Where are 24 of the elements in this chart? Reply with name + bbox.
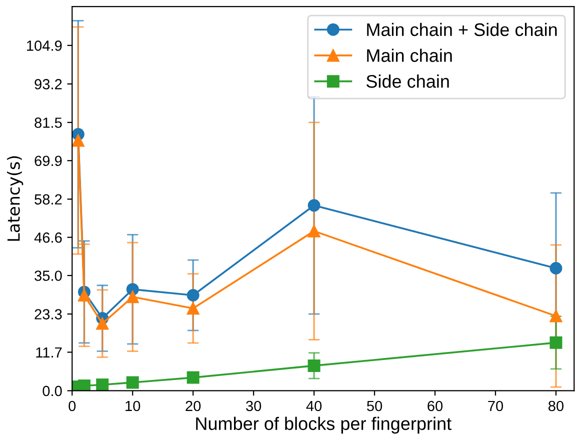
y-tick-label: 93.2 bbox=[34, 79, 62, 90]
x-tick-label: 80 bbox=[548, 400, 564, 412]
legend-label: Side chain bbox=[366, 74, 449, 88]
legend-label: Main chain + Side chain bbox=[367, 22, 557, 36]
x-tick-label: 0 bbox=[68, 400, 76, 412]
y-tick-label: 81.5 bbox=[34, 118, 62, 128]
x-tick-label: 10 bbox=[126, 400, 140, 412]
x-tick-label: 70 bbox=[488, 400, 504, 412]
x-tick-label: 20 bbox=[186, 400, 201, 412]
y-tick-label: 58.2 bbox=[34, 194, 62, 205]
y-axis-title: Latency(s) bbox=[7, 156, 24, 241]
y-tick-label: 46.6 bbox=[34, 232, 62, 243]
y-tick-label: 0.0 bbox=[42, 386, 62, 396]
x-tick-label: 50 bbox=[367, 400, 382, 412]
x-axis-title: Number of blocks per fingerprint bbox=[196, 416, 452, 434]
y-tick-label: 35.0 bbox=[34, 270, 62, 281]
x-tick-label: 60 bbox=[428, 400, 443, 412]
legend-label: Main chain bbox=[367, 48, 452, 62]
y-tick-label: 104.9 bbox=[27, 40, 62, 51]
y-tick-label: 23.3 bbox=[34, 309, 62, 320]
x-tick-label: 40 bbox=[306, 400, 322, 412]
x-tick-label: 30 bbox=[246, 400, 262, 412]
y-tick-label: 11.7 bbox=[36, 347, 62, 358]
y-tick-label: 69.9 bbox=[34, 156, 62, 166]
